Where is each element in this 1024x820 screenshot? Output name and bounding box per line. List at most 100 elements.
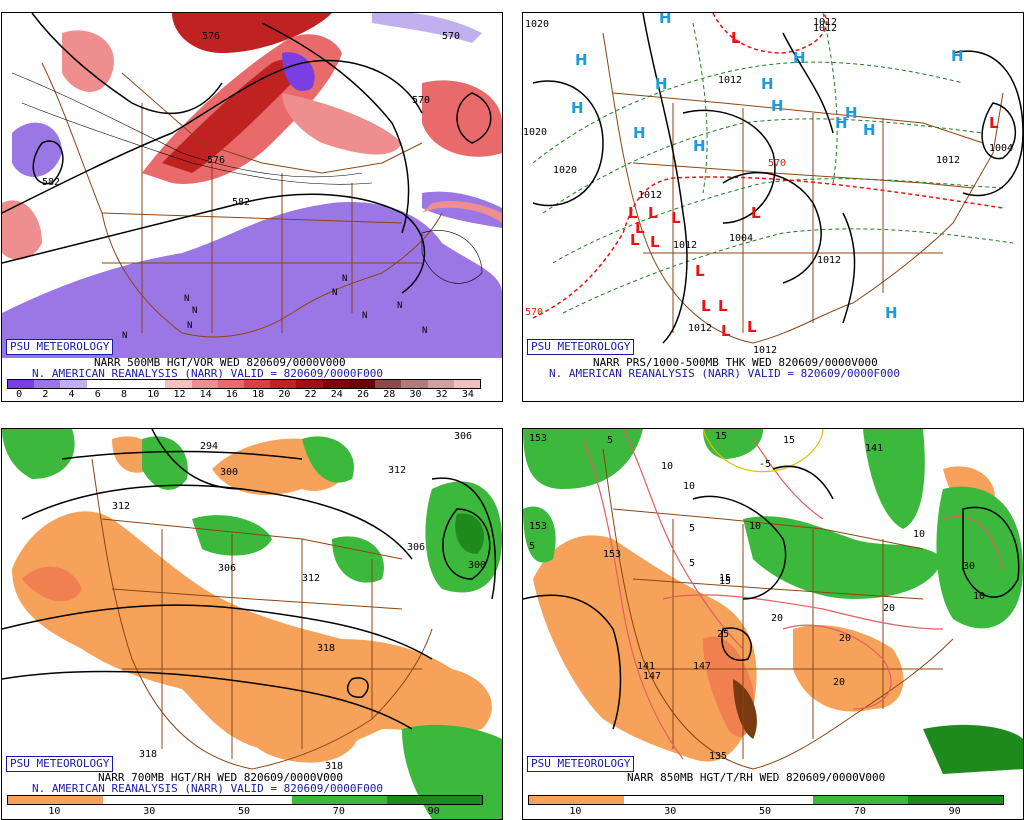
svg-text:1004: 1004 bbox=[729, 233, 753, 244]
contour-label: 153 bbox=[603, 549, 621, 560]
colorbar-label: 30 bbox=[409, 389, 422, 400]
high-pressure-symbol: H bbox=[793, 49, 806, 67]
svg-text:1020: 1020 bbox=[553, 165, 577, 176]
colorbar-swatch bbox=[102, 796, 198, 804]
svg-text:N: N bbox=[362, 311, 367, 321]
contour-label: 5 bbox=[689, 523, 695, 534]
colorbar-swatch bbox=[623, 796, 719, 804]
pressure-map: 1020 1012 1012 1020 1020 1012 1012 1004 … bbox=[523, 13, 1023, 356]
svg-text:N: N bbox=[184, 294, 189, 304]
colorbar-label: 18 bbox=[252, 389, 265, 400]
colorbar-label: 24 bbox=[330, 389, 343, 400]
high-pressure-symbol: H bbox=[771, 97, 784, 115]
colorbar-label: 8 bbox=[121, 389, 128, 400]
contour-label: 5 bbox=[607, 435, 613, 446]
height-contours bbox=[523, 465, 1020, 730]
low-pressure-symbol: L bbox=[718, 297, 728, 315]
svg-text:312: 312 bbox=[112, 501, 130, 512]
political-boundaries bbox=[602, 32, 1004, 344]
contour-label: 15 bbox=[715, 431, 727, 442]
svg-text:576: 576 bbox=[202, 31, 220, 42]
colorbar-label: 10 bbox=[147, 389, 160, 400]
colorbar-swatch bbox=[165, 380, 192, 388]
height-contours bbox=[2, 13, 492, 294]
svg-text:1012: 1012 bbox=[817, 255, 841, 266]
colorbar-swatch bbox=[243, 380, 271, 388]
panel-700mb-rh: 294 300 312 312 306 306 312 306 300 318 … bbox=[1, 428, 503, 820]
psu-meteorology-label: PSU METEOROLOGY bbox=[6, 339, 114, 355]
low-pressure-symbol: L bbox=[701, 297, 711, 315]
caption-top: NARR PRS/1000-500MB THK WED 820609/0000V… bbox=[593, 356, 878, 369]
height-labels: 576 570 582 570 582 576 bbox=[42, 31, 460, 208]
colorbar-swatch bbox=[401, 380, 428, 388]
contour-label: 5 bbox=[689, 558, 695, 569]
colorbar-label: 16 bbox=[225, 389, 238, 400]
high-pressure-symbol: H bbox=[693, 137, 706, 155]
colorbar-swatch bbox=[427, 380, 454, 388]
colorbar-swatch bbox=[292, 796, 388, 804]
yellow-isotherm bbox=[702, 429, 824, 473]
svg-text:N: N bbox=[122, 331, 127, 341]
contour-label: 15 bbox=[719, 576, 731, 587]
colorbar-swatch bbox=[453, 380, 480, 388]
high-pressure-symbol: H bbox=[761, 75, 774, 93]
contour-label: 153 bbox=[529, 521, 547, 532]
psu-meteorology-label: PSU METEOROLOGY bbox=[6, 756, 114, 772]
colorbar-swatch bbox=[217, 380, 244, 388]
svg-text:N: N bbox=[332, 288, 337, 298]
colorbar-swatch bbox=[270, 380, 297, 388]
high-pressure-symbol: H bbox=[863, 121, 876, 139]
vorticity-colorbar bbox=[7, 379, 481, 389]
low-pressure-symbol: L bbox=[630, 231, 640, 249]
svg-text:1012: 1012 bbox=[813, 17, 837, 28]
colorbar-swatch bbox=[296, 380, 323, 388]
colorbar-label: 10 bbox=[569, 806, 582, 817]
colorbar-swatch bbox=[86, 380, 113, 388]
colorbar-label: 70 bbox=[853, 806, 866, 817]
colorbar-label: 12 bbox=[173, 389, 186, 400]
colorbar-swatch bbox=[191, 380, 218, 388]
svg-text:1012: 1012 bbox=[638, 190, 662, 201]
colorbar-swatch bbox=[348, 380, 376, 388]
low-pressure-symbol: L bbox=[751, 204, 761, 222]
political-boundaries bbox=[41, 62, 443, 338]
colorbar-swatch bbox=[8, 796, 103, 804]
colorbar-label: 0 bbox=[16, 389, 23, 400]
contour-label: -5 bbox=[759, 459, 771, 470]
colorbar-swatch bbox=[813, 796, 909, 804]
low-pressure-symbol: L bbox=[695, 262, 705, 280]
low-pressure-symbol: L bbox=[628, 204, 638, 222]
contour-label: 153 bbox=[529, 433, 547, 444]
caption-top: NARR 500MB HGT/VOR WED 820609/0000V000 bbox=[94, 356, 346, 369]
contour-label: 141 bbox=[637, 661, 655, 672]
high-pressure-symbol: H bbox=[835, 114, 848, 132]
svg-text:306: 306 bbox=[218, 563, 236, 574]
contour-label: 147 bbox=[643, 671, 661, 682]
negative-vorticity-area bbox=[2, 202, 502, 358]
thickness-contours bbox=[532, 13, 1014, 314]
colorbar-label: 30 bbox=[143, 806, 156, 817]
svg-text:312: 312 bbox=[388, 465, 406, 476]
svg-text:582: 582 bbox=[232, 197, 250, 208]
contour-label: 20 bbox=[883, 603, 895, 614]
colorbar-label: 2 bbox=[42, 389, 49, 400]
svg-text:576: 576 bbox=[207, 155, 225, 166]
caption-bottom: N. AMERICAN REANALYSIS (NARR) VALID = 82… bbox=[549, 367, 900, 380]
low-pressure-symbol: L bbox=[671, 209, 681, 227]
colorbar-label: 50 bbox=[238, 806, 251, 817]
svg-text:318: 318 bbox=[139, 749, 157, 760]
low-pressure-symbol: L bbox=[648, 204, 658, 222]
svg-text:1004: 1004 bbox=[989, 143, 1013, 154]
height-contours bbox=[2, 429, 497, 730]
low-pressure-symbol: L bbox=[635, 219, 645, 237]
colorbar-label: 4 bbox=[68, 389, 75, 400]
svg-text:1020: 1020 bbox=[523, 127, 547, 138]
high-pressure-symbol: H bbox=[845, 104, 858, 122]
svg-text:N: N bbox=[192, 306, 197, 316]
contour-label: 20 bbox=[839, 633, 851, 644]
isobars bbox=[532, 13, 1023, 344]
caption-bottom: N. AMERICAN REANALYSIS (NARR) VALID = 82… bbox=[32, 367, 383, 380]
colorbar-swatch bbox=[112, 380, 140, 388]
colorbar-swatch bbox=[60, 380, 87, 388]
